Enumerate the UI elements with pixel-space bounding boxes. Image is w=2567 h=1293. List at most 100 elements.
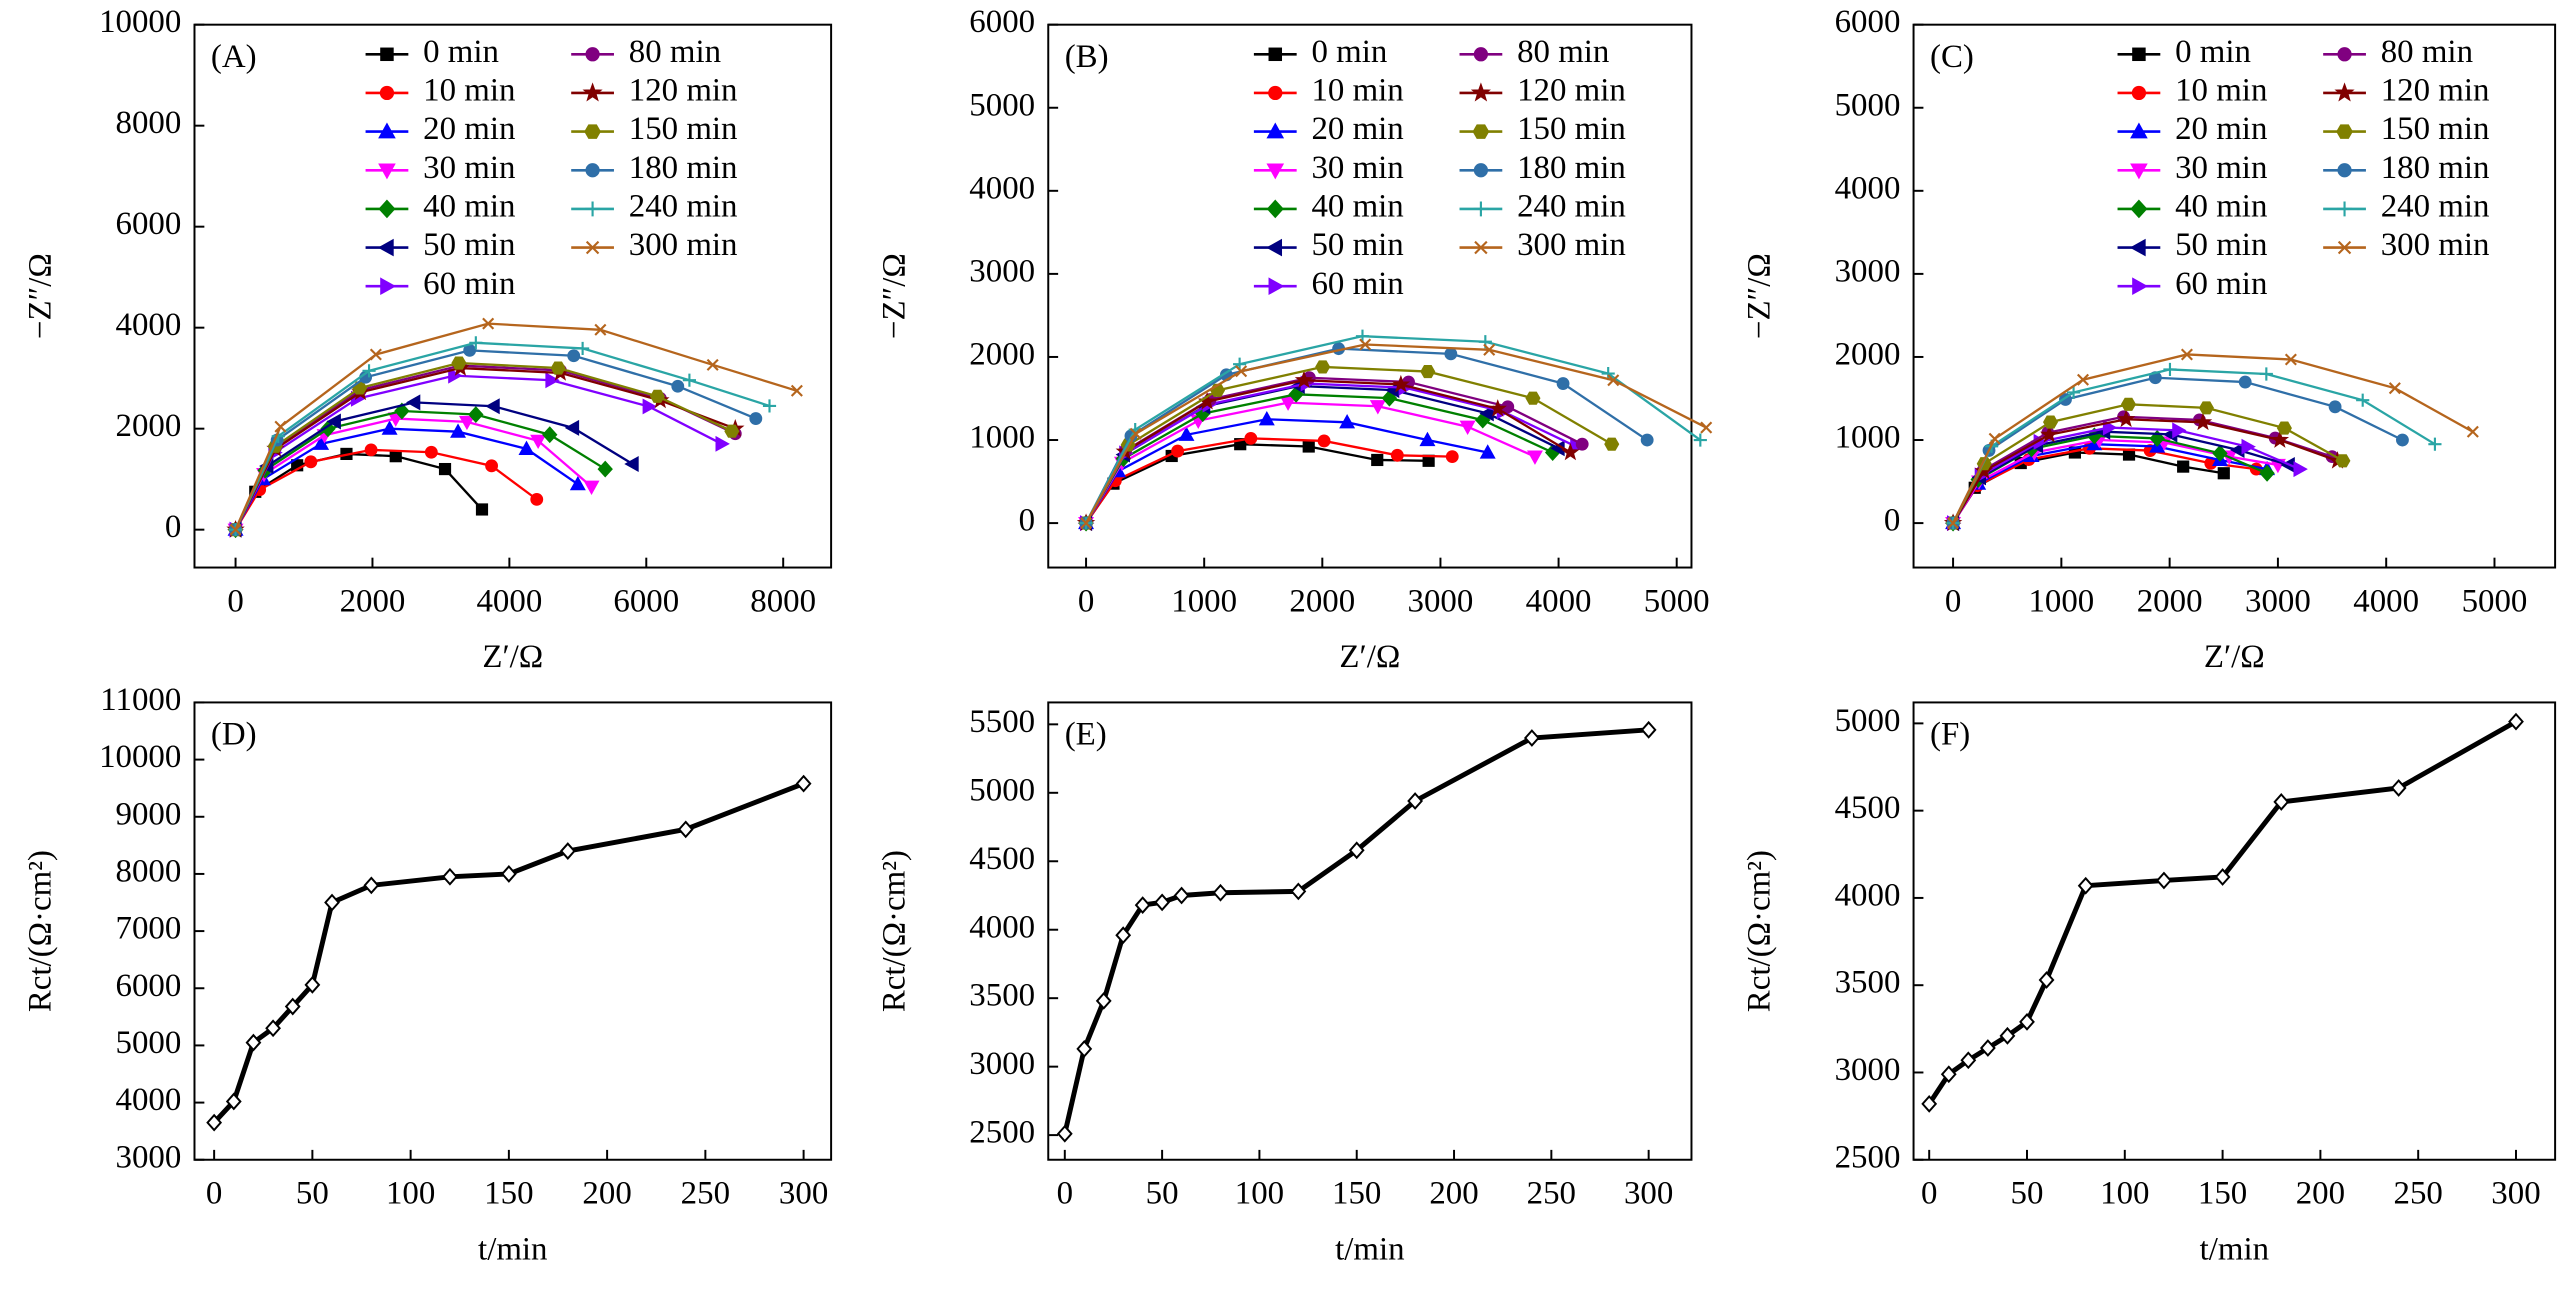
x-tick-label: 0 (1078, 583, 1094, 619)
marker (1134, 896, 1151, 914)
marker (1640, 433, 1654, 447)
x-tick-label: 300 (1624, 1175, 1673, 1211)
marker (451, 356, 467, 370)
x-tick-label: 150 (1332, 1175, 1381, 1211)
legend-label: 300 min (629, 227, 738, 263)
y-tick-label: 3000 (116, 1139, 182, 1175)
y-tick-label: 8000 (116, 105, 182, 141)
marker (2334, 82, 2355, 102)
marker (458, 415, 475, 431)
marker (2273, 793, 2290, 811)
marker (475, 503, 489, 516)
marker (795, 774, 812, 793)
legend-label: 120 min (1517, 72, 1626, 108)
marker (369, 348, 382, 361)
legend-label: 180 min (1517, 150, 1626, 186)
marker (2214, 868, 2231, 886)
y-tick-label: 2500 (969, 1115, 1035, 1151)
marker (1575, 437, 1589, 451)
marker (1526, 450, 1543, 465)
marker (545, 372, 560, 389)
marker (2132, 277, 2149, 296)
marker (468, 406, 484, 423)
plot-frame (1047, 701, 1693, 1161)
legend-label: 180 min (2381, 150, 2490, 186)
x-tick-label: 2000 (2137, 583, 2203, 619)
marker (1483, 343, 1496, 356)
y-axis-title: −Z″/Ω (23, 253, 59, 339)
legend-label: 20 min (2175, 111, 2267, 147)
y-tick-label: 5000 (969, 87, 1035, 123)
marker (1080, 517, 1093, 530)
marker (2388, 382, 2401, 395)
marker (394, 402, 410, 420)
x-tick-label: 50 (296, 1175, 329, 1211)
y-tick-label: 3000 (1835, 253, 1901, 289)
legend-label: 10 min (2175, 72, 2267, 108)
marker (584, 124, 601, 139)
marker (649, 389, 665, 403)
marker (1999, 1026, 2016, 1045)
marker (2198, 401, 2214, 415)
legend-label: 10 min (1311, 72, 1403, 108)
marker (671, 379, 685, 393)
marker (1488, 399, 1507, 417)
marker (1473, 47, 1489, 62)
marker (377, 238, 394, 257)
legend-label: 80 min (2381, 34, 2473, 70)
marker (2337, 163, 2352, 178)
x-tick-label: 6000 (613, 583, 679, 619)
marker (550, 361, 566, 375)
marker (1472, 124, 1490, 139)
marker (1960, 1051, 1977, 1070)
legend-label: 180 min (629, 150, 738, 186)
panel-label: (D) (211, 717, 257, 753)
y-axis-title: Rct/(Ω·cm²) (23, 850, 59, 1012)
marker (378, 199, 396, 219)
marker (1095, 992, 1112, 1010)
plot-frame (1912, 23, 2557, 569)
marker (2129, 238, 2146, 257)
series-line (1927, 719, 2518, 1106)
y-tick-label: 5000 (116, 1025, 182, 1061)
marker (2284, 353, 2297, 366)
marker (1115, 926, 1132, 945)
marker (1178, 426, 1195, 441)
y-tick-label: 8000 (116, 853, 182, 889)
marker (1479, 444, 1496, 459)
marker (2466, 425, 2479, 438)
marker (1173, 886, 1190, 905)
legend-label: 50 min (2175, 227, 2267, 263)
x-tick-label: 4000 (2353, 583, 2419, 619)
y-tick-label: 6000 (116, 206, 182, 242)
legend-label: 150 min (2381, 111, 2490, 147)
marker (324, 893, 340, 912)
y-axis-title: −Z″/Ω (876, 253, 912, 339)
marker (2120, 397, 2137, 411)
x-tick-label: 0 (227, 583, 243, 619)
y-tick-label: 4000 (969, 170, 1035, 206)
marker (1348, 841, 1365, 860)
marker (1459, 420, 1476, 436)
marker (438, 462, 452, 476)
x-axis-title: Z′/Ω (482, 639, 543, 675)
marker (585, 47, 600, 62)
legend-label: 30 min (2175, 150, 2267, 186)
marker (2217, 467, 2230, 480)
plot-frame (1047, 23, 1693, 569)
marker (585, 240, 600, 255)
x-tick-label: 2000 (1289, 583, 1355, 619)
y-tick-label: 3500 (969, 978, 1035, 1014)
x-tick-label: 250 (2394, 1175, 2443, 1211)
marker (2293, 461, 2308, 478)
marker (2396, 433, 2409, 447)
marker (1525, 391, 1541, 405)
marker (1407, 792, 1424, 810)
marker (1234, 438, 1247, 451)
marker (245, 1033, 262, 1052)
marker (2390, 779, 2407, 797)
marker (530, 492, 544, 506)
x-tick-label: 50 (2011, 1175, 2044, 1211)
marker (485, 459, 498, 473)
marker (724, 424, 740, 438)
